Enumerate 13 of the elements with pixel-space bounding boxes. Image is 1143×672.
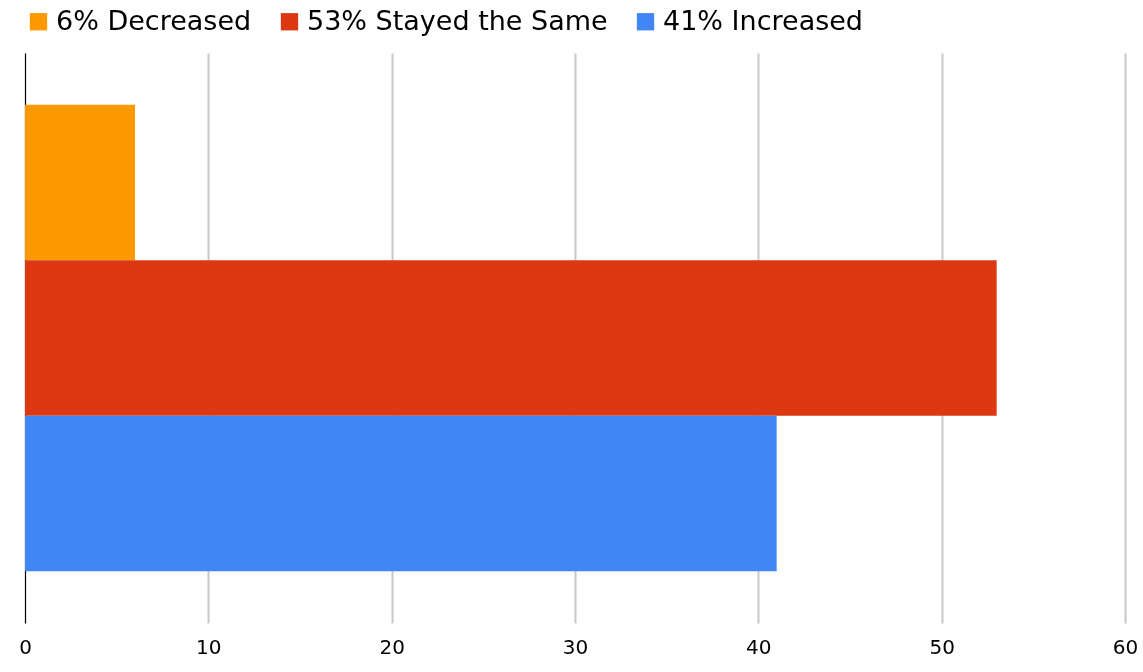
legend-label: 53% Stayed the Same [307, 4, 608, 36]
x-tick-label: 0 [19, 634, 32, 659]
x-tick-label: 60 [1112, 634, 1139, 659]
x-tick-label: 30 [562, 634, 589, 659]
bar [25, 104, 135, 261]
legend-label: 6% Decreased [56, 4, 252, 36]
legend-label: 41% Increased [663, 4, 863, 36]
bar [25, 260, 997, 416]
x-tick-label: 40 [746, 634, 772, 659]
x-tick-label: 20 [379, 634, 405, 659]
bar [25, 415, 777, 572]
x-tick-label: 10 [196, 634, 222, 659]
x-tick-label: 50 [929, 634, 955, 659]
